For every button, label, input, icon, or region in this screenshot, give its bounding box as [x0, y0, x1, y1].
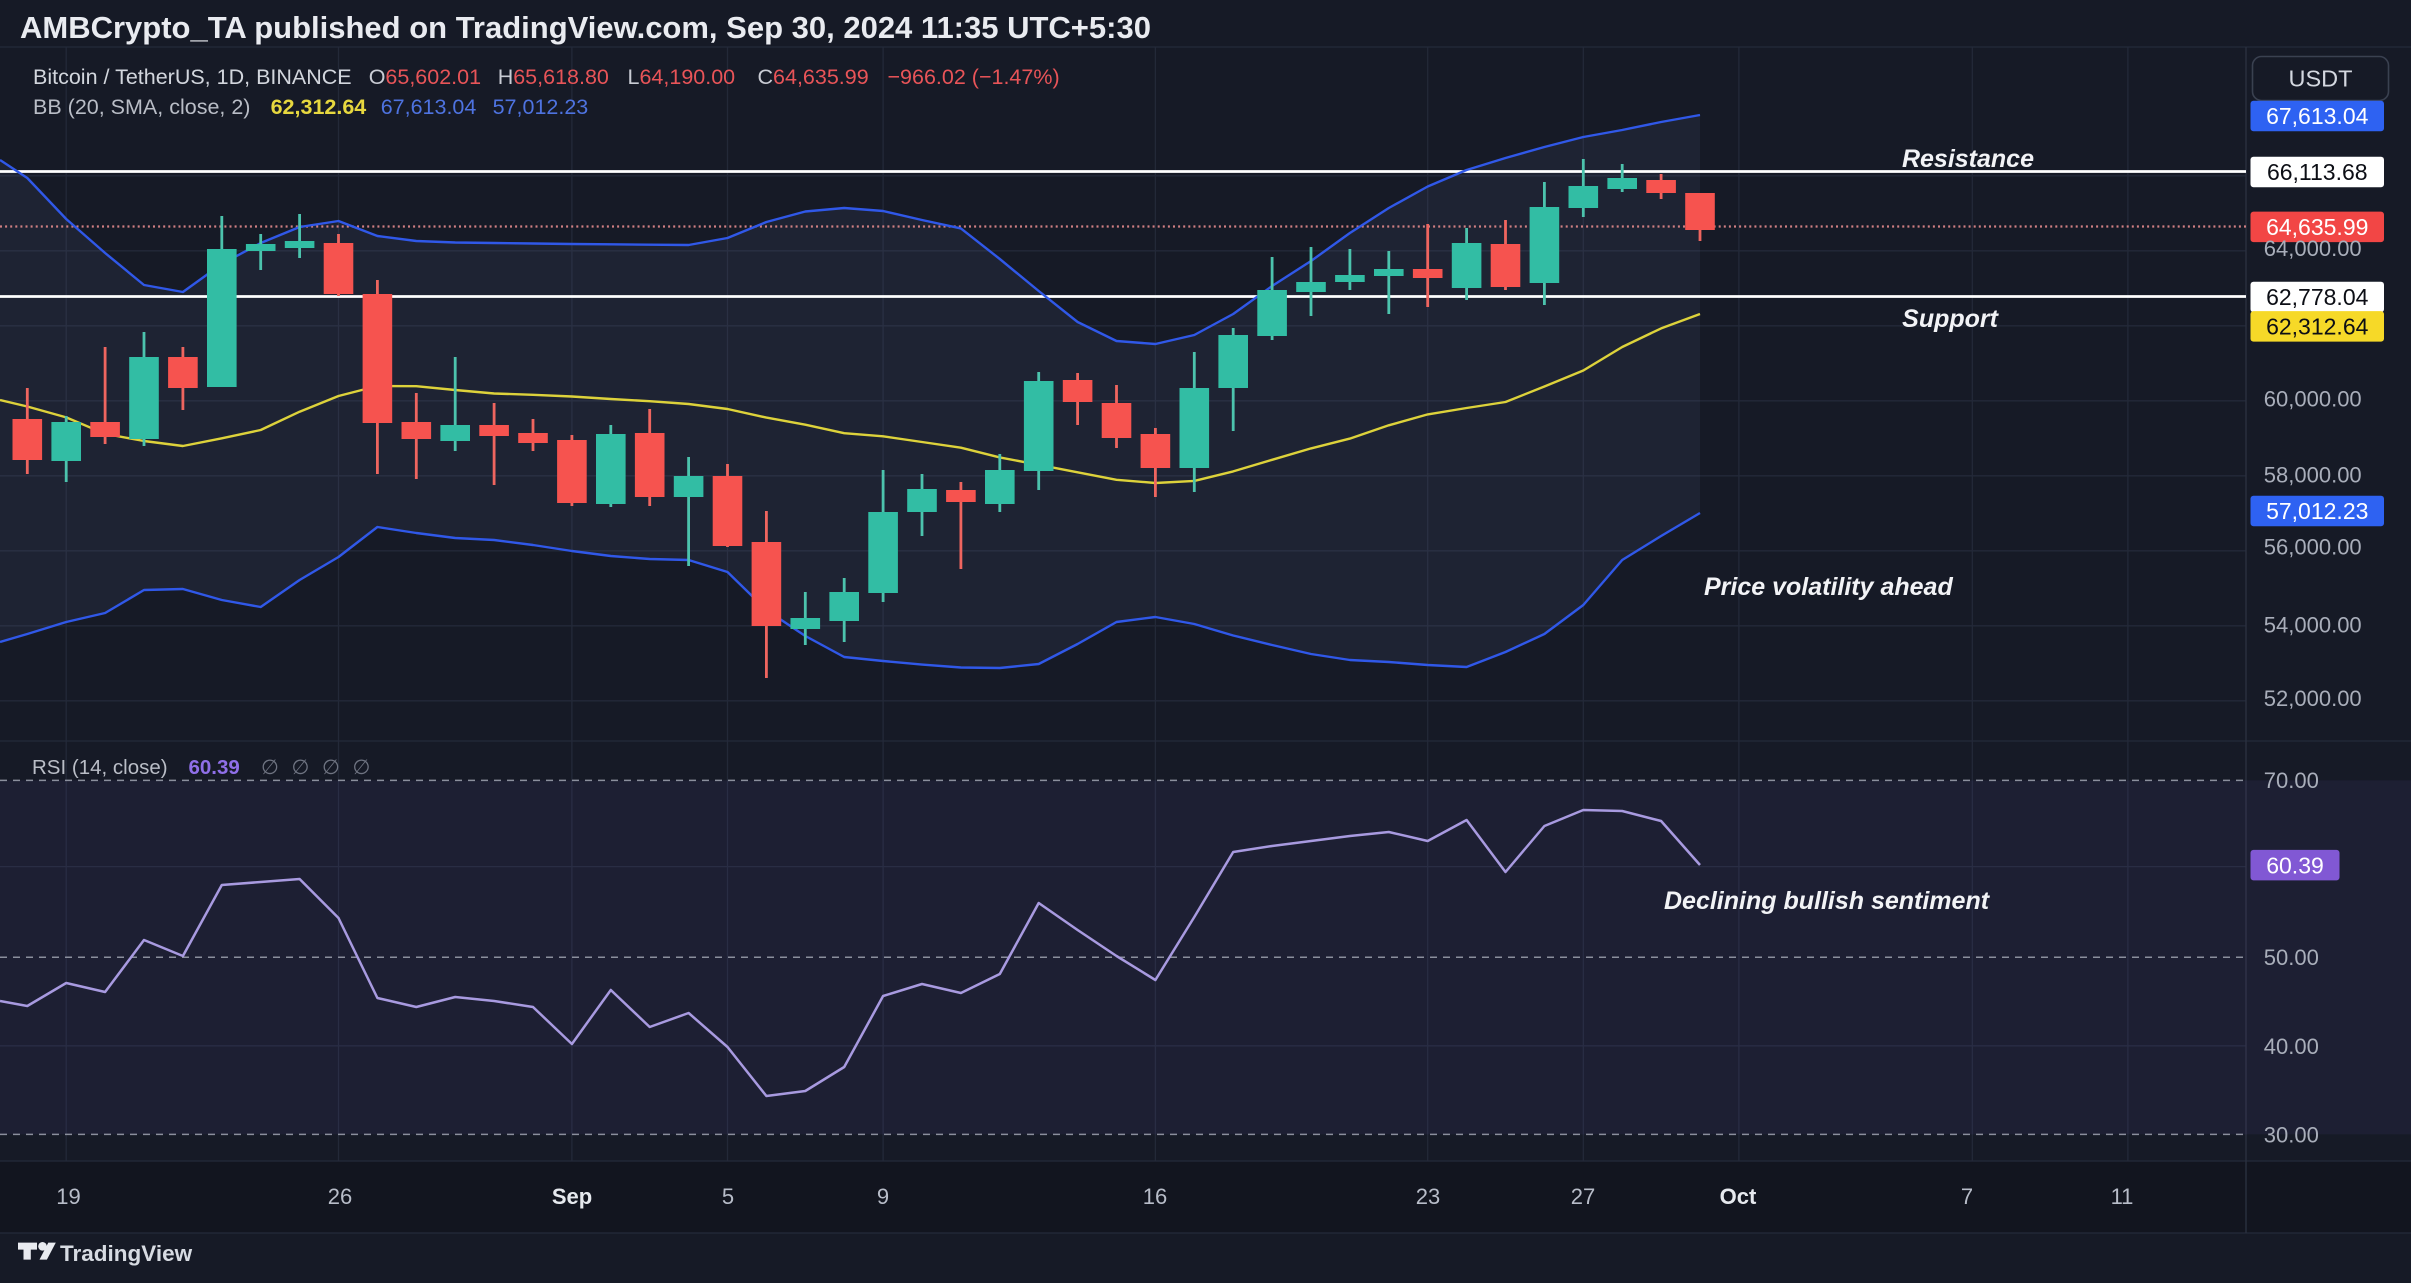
svg-text:19: 19 [56, 1184, 80, 1209]
svg-text:Bitcoin / TetherUS, 1D, BINANC: Bitcoin / TetherUS, 1D, BINANCE [33, 65, 352, 89]
svg-text:64,635.99: 64,635.99 [2266, 214, 2368, 240]
svg-text:57,012.23: 57,012.23 [2266, 498, 2368, 524]
svg-text:5: 5 [722, 1184, 734, 1209]
svg-text:50.00: 50.00 [2264, 945, 2319, 970]
svg-text:RSI (14, close)60.39∅∅∅∅: RSI (14, close) 60.39 ∅ ∅ ∅ ∅ [32, 756, 370, 779]
svg-text:Sep: Sep [552, 1184, 592, 1209]
svg-text:40.00: 40.00 [2264, 1034, 2319, 1059]
svg-text:70.00: 70.00 [2264, 768, 2319, 793]
svg-text:54,000.00: 54,000.00 [2264, 612, 2362, 637]
svg-text:23: 23 [1416, 1184, 1440, 1209]
svg-text:9: 9 [877, 1184, 889, 1209]
svg-text:58,000.00: 58,000.00 [2264, 462, 2362, 487]
svg-text:56,000.00: 56,000.00 [2264, 535, 2362, 560]
svg-text:Price volatility ahead: Price volatility ahead [1704, 573, 1953, 601]
svg-text:Oct: Oct [1720, 1184, 1757, 1209]
svg-text:Declining bullish sentiment: Declining bullish sentiment [1664, 887, 1991, 915]
svg-text:BB (20, SMA, close, 2)62,312.6: BB (20, SMA, close, 2) 62,312.64 67,613.04… [33, 95, 588, 119]
svg-text:62,312.64: 62,312.64 [2266, 314, 2369, 340]
svg-text:7: 7 [1961, 1184, 1973, 1209]
svg-text:AMBCrypto_TA published on Trad: AMBCrypto_TA published on TradingView.co… [20, 10, 1151, 45]
svg-text:60.39: 60.39 [2266, 852, 2324, 878]
svg-text:67,613.04: 67,613.04 [2266, 103, 2369, 129]
svg-text:USDT: USDT [2289, 66, 2353, 92]
svg-text:16: 16 [1143, 1184, 1167, 1209]
svg-text:Support: Support [1902, 305, 1999, 333]
svg-text:11: 11 [2111, 1184, 2134, 1209]
svg-text:TradingView: TradingView [60, 1241, 193, 1266]
svg-text:62,778.04: 62,778.04 [2266, 284, 2369, 310]
svg-text:64,000.00: 64,000.00 [2264, 236, 2362, 261]
svg-text:30.00: 30.00 [2264, 1122, 2319, 1147]
svg-text:26: 26 [328, 1184, 352, 1209]
svg-text:66,113.68: 66,113.68 [2267, 159, 2368, 185]
svg-text:Resistance: Resistance [1902, 145, 2034, 173]
svg-text:60,000.00: 60,000.00 [2264, 387, 2362, 412]
svg-text:52,000.00: 52,000.00 [2264, 686, 2362, 711]
svg-text:27: 27 [1571, 1184, 1595, 1209]
